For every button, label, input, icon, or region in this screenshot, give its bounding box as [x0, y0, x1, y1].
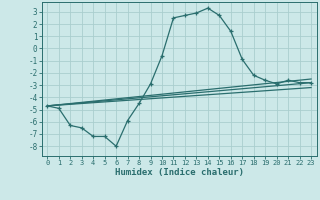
- X-axis label: Humidex (Indice chaleur): Humidex (Indice chaleur): [115, 168, 244, 177]
